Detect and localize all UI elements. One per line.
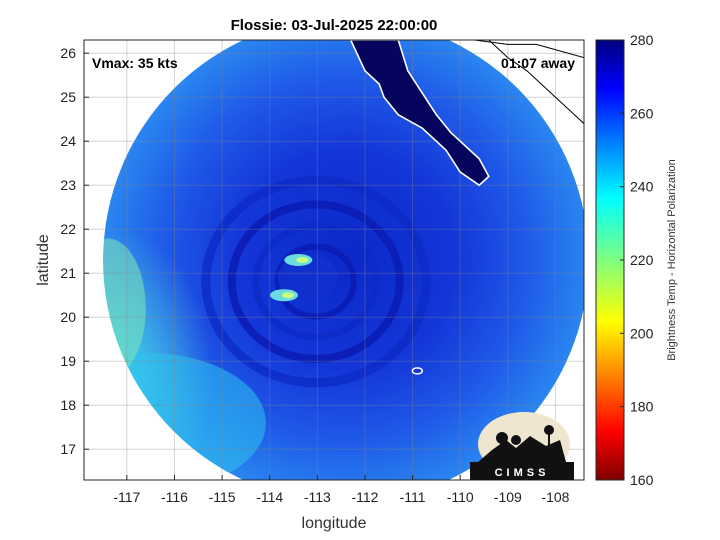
- y-tick-label: 19: [60, 353, 76, 369]
- y-axis-label: latitude: [35, 234, 52, 286]
- colorbar-ticks: 160 180 200 220 240 260 280: [620, 32, 654, 488]
- vmax-annotation: Vmax: 35 kts: [92, 55, 178, 71]
- storm-core: [277, 253, 338, 302]
- cimss-logo: CIMSS: [470, 412, 574, 480]
- colorbar-tick-label: 200: [630, 325, 654, 341]
- logo-banner: [470, 462, 574, 480]
- colorbar-tick-label: 180: [630, 399, 654, 415]
- y-axis-ticks: 17 18 19 20 21 22 23 24 25 26: [60, 45, 89, 457]
- logo-tower-tank-icon: [544, 425, 554, 435]
- x-axis-label: longitude: [302, 515, 367, 532]
- x-tick-label: -113: [304, 489, 331, 505]
- x-tick-label: -114: [256, 489, 283, 505]
- x-axis-ticks: -117 -116 -115 -114 -113 -112 -111 -110 -109 -108: [113, 475, 570, 505]
- colorbar-tick-label: 260: [630, 105, 654, 121]
- logo-landscape-icon: [478, 436, 566, 462]
- spiral-band: [252, 222, 380, 341]
- spiral-band: [227, 200, 404, 363]
- y-tick-label: 24: [60, 133, 76, 149]
- mainland-coastline: [474, 40, 584, 59]
- colorbar-gradient: [595, 39, 625, 481]
- y-tick-label: 25: [60, 89, 76, 105]
- socorro-island: [411, 367, 424, 375]
- x-tick-label: -117: [113, 489, 140, 505]
- colorbar-tick-label: 160: [630, 472, 654, 488]
- spiral-band: [201, 175, 431, 388]
- colorbar-tick-label: 240: [630, 179, 654, 195]
- logo-text: CIMSS: [495, 467, 550, 479]
- chart-title: Flossie: 03-Jul-2025 22:00:00: [231, 17, 438, 34]
- coastline: [349, 40, 584, 375]
- y-tick-label: 23: [60, 177, 76, 193]
- plot-frame: [83, 39, 585, 481]
- logo-dish-icon: [511, 435, 521, 445]
- y-tick-label: 18: [60, 397, 76, 413]
- x-tick-label: -111: [400, 489, 426, 505]
- mainland-coastline: [488, 40, 584, 124]
- x-tick-label: -108: [541, 489, 569, 505]
- x-tick-label: -109: [494, 489, 522, 505]
- logo-dish-icon: [496, 432, 508, 444]
- y-tick-label: 17: [60, 441, 76, 457]
- colorbar: 160 180 200 220 240 260 280 Brightness Temp - …: [595, 32, 678, 488]
- y-tick-label: 20: [60, 309, 76, 325]
- grid-lines: [84, 40, 584, 480]
- warm-spot-core: [296, 257, 309, 263]
- colorbar-label: Brightness Temp - Horizontal Polarizatio…: [666, 159, 678, 361]
- x-tick-label: -112: [351, 489, 378, 505]
- time-away-annotation: 01:07 away: [501, 55, 575, 71]
- y-tick-label: 22: [60, 221, 76, 237]
- x-tick-label: -115: [209, 489, 236, 505]
- x-tick-label: -116: [161, 489, 188, 505]
- y-tick-label: 26: [60, 45, 76, 61]
- plot-area: [84, 40, 584, 480]
- x-tick-label: -110: [447, 489, 474, 505]
- spiral-band: [274, 243, 357, 320]
- colorbar-tick-label: 280: [630, 32, 654, 48]
- baja-california-land: [349, 40, 490, 187]
- y-tick-label: 21: [60, 265, 76, 281]
- warm-spot-core: [282, 292, 294, 299]
- colorbar-tick-label: 220: [630, 252, 654, 268]
